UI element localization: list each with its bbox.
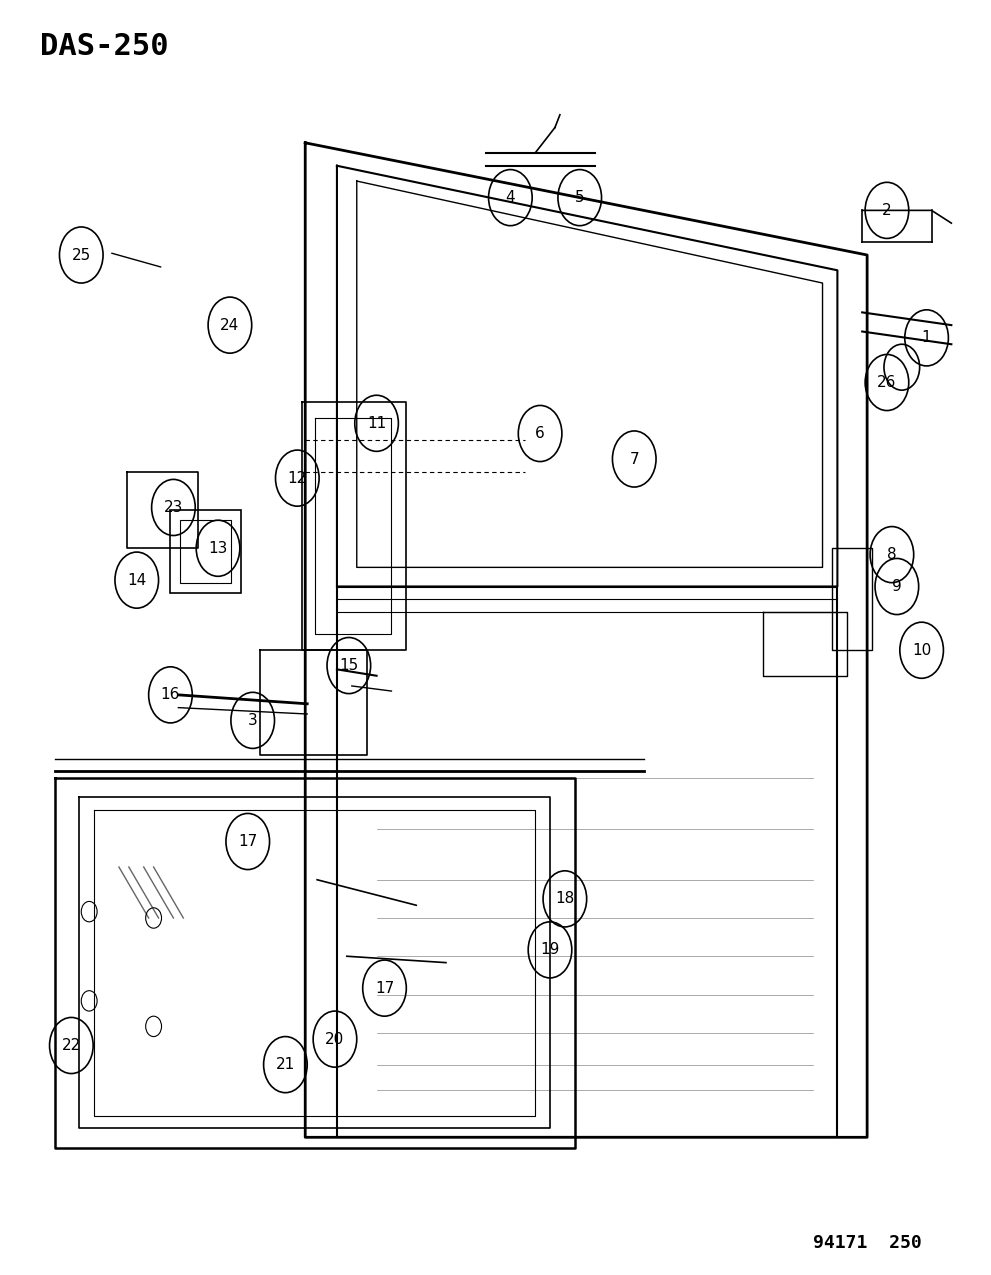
Text: 8: 8: [887, 547, 897, 562]
Text: 20: 20: [325, 1031, 345, 1047]
Text: 2: 2: [882, 203, 892, 218]
Text: 15: 15: [339, 658, 359, 673]
Text: 19: 19: [540, 942, 560, 958]
Text: 10: 10: [912, 643, 932, 658]
Text: 5: 5: [575, 190, 585, 205]
Text: 13: 13: [208, 541, 228, 556]
Text: 23: 23: [164, 500, 183, 515]
Text: 14: 14: [127, 572, 147, 588]
Text: 18: 18: [555, 891, 575, 907]
Text: 25: 25: [71, 247, 91, 263]
Text: 26: 26: [877, 375, 897, 390]
Text: 11: 11: [367, 416, 386, 431]
Text: 4: 4: [505, 190, 515, 205]
Text: 21: 21: [275, 1057, 295, 1072]
Text: DAS-250: DAS-250: [40, 32, 168, 61]
Text: 6: 6: [535, 426, 545, 441]
Text: 7: 7: [629, 451, 639, 467]
Text: 17: 17: [375, 980, 394, 996]
Text: 12: 12: [287, 470, 307, 486]
Text: 94171  250: 94171 250: [813, 1234, 922, 1252]
Text: 9: 9: [892, 579, 902, 594]
Text: 17: 17: [238, 834, 258, 849]
Text: 22: 22: [61, 1038, 81, 1053]
Text: 3: 3: [248, 713, 258, 728]
Text: 24: 24: [220, 317, 240, 333]
Text: 1: 1: [922, 330, 932, 346]
Text: 16: 16: [161, 687, 180, 703]
